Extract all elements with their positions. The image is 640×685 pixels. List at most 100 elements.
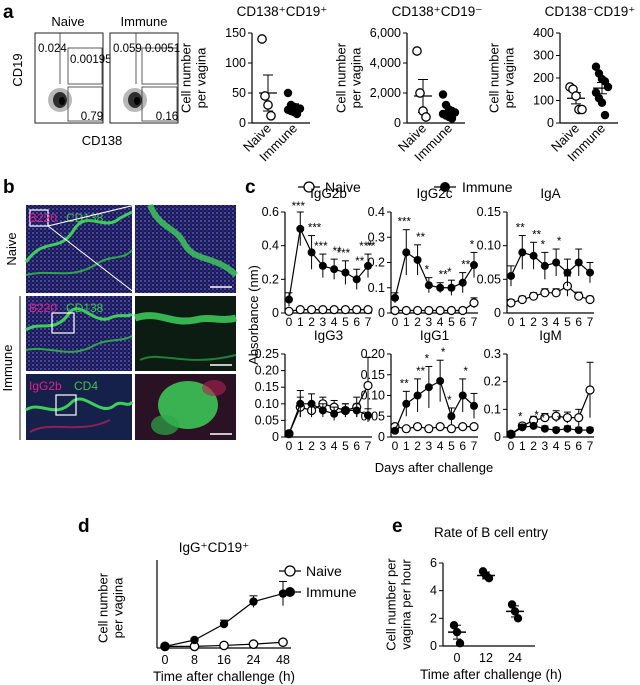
naive-data-point — [585, 294, 595, 305]
immune-data-point — [458, 391, 467, 400]
y-tick-label: 0.20 — [255, 364, 279, 378]
naive-data-point — [551, 411, 561, 421]
significance-mark: * — [470, 239, 475, 251]
x-tick-label: 2 — [530, 315, 537, 329]
y-tick-label: 0.15 — [361, 368, 385, 382]
immune-data-point — [318, 261, 327, 270]
x-tick-label: 3 — [320, 439, 327, 453]
immune-data-point — [574, 426, 583, 435]
y-tick-label: 100 — [533, 94, 554, 108]
tissue-edge — [29, 419, 111, 433]
naive-data-point — [435, 305, 445, 316]
naive-data-point — [412, 422, 423, 432]
naive-data-point — [574, 413, 584, 423]
x-tick-label: 7 — [365, 439, 372, 453]
y-tick-label: 0.25 — [255, 347, 279, 361]
line-chart-iggpos-cd19pos: IgG⁺CD19⁺ Cell number per vagina 0 8 16 24 48 Ti… — [96, 540, 296, 684]
naive-data-point — [446, 424, 457, 434]
x-tick-label: 5 — [448, 439, 455, 453]
immune-data-point — [470, 401, 478, 410]
immune-data-point — [352, 406, 361, 415]
immune-data-point — [160, 642, 170, 651]
data-point — [447, 114, 457, 123]
immune-data-point — [552, 426, 561, 435]
immune-data-point — [330, 265, 339, 274]
legend-label-immune: Immune — [306, 584, 357, 600]
naive-data-point — [363, 305, 373, 315]
data-point — [600, 110, 610, 120]
tissue-edge — [133, 312, 237, 325]
y-tick-label: 0.1 — [368, 281, 385, 295]
x-tick-label: 48 — [276, 653, 290, 667]
y-tick-label: 0 — [378, 306, 385, 320]
naive-data-point — [248, 639, 259, 650]
panel-label-d: d — [78, 516, 90, 537]
chart-title: IgG3 — [314, 328, 343, 343]
data-point — [484, 574, 494, 583]
y-tick-label: 0 — [430, 639, 437, 653]
zoom-connector — [47, 225, 136, 294]
stain-label: CD138 — [66, 301, 104, 315]
y-axis-label: vagina per hour — [399, 559, 414, 650]
immune-data-point — [330, 409, 339, 418]
significance-mark: ** — [367, 241, 376, 253]
naive-data-point — [528, 291, 539, 301]
cell-cluster — [151, 415, 179, 435]
x-tick-label: 6 — [459, 315, 466, 329]
chart-title: CD138⁺CD19⁻ — [392, 4, 483, 19]
legend-marker-naive — [303, 181, 315, 193]
microscopy-group-immune: Immune — [0, 345, 15, 392]
immune-data-point — [436, 283, 445, 292]
x-tick-label: 6 — [459, 439, 466, 453]
x-tick-label: 5 — [342, 315, 349, 329]
data-point — [260, 91, 270, 101]
x-tick-label: 5 — [564, 439, 571, 453]
immune-data-point — [296, 224, 305, 233]
stain-label: B220 — [29, 301, 57, 315]
x-tick-label: 7 — [471, 439, 478, 453]
y-tick-label: 0.15 — [477, 205, 501, 219]
x-axis-label: Time after challenge (h) — [420, 667, 562, 682]
y-axis-label: Cell number — [179, 42, 194, 113]
significance-mark: ** — [416, 232, 425, 244]
y-tick-label: 0.3 — [368, 230, 385, 244]
y-axis-label: per vagina — [194, 47, 209, 108]
y-tick-label: 400 — [533, 26, 554, 40]
x-tick-label: 2 — [530, 439, 537, 453]
immune-data-point — [529, 251, 538, 260]
x-tick-label: 8 — [191, 653, 198, 667]
x-tick-label: 1 — [403, 315, 410, 329]
y-axis-label: Cell number per — [384, 558, 399, 651]
data-point — [597, 98, 607, 107]
x-tick-label: 0 — [286, 439, 293, 453]
y-tick-label: 0.05 — [255, 413, 279, 427]
dot-plot-cd138pos-cd19neg: CD138⁺CD19⁻ Cell number per vagina 0 2,000 4,… — [334, 4, 483, 164]
chart-title: IgG2c — [416, 186, 452, 201]
flow-gate-value: 0.00195 — [70, 54, 112, 66]
chart-title: CD138⁻CD19⁺ — [545, 4, 636, 19]
y-tick-label: 2,000 — [370, 86, 401, 100]
significance-mark: ** — [400, 378, 409, 390]
x-tick-label: 5 — [448, 315, 455, 329]
immune-data-point — [307, 248, 316, 257]
flow-gate-value: 0.024 — [38, 43, 67, 55]
immune-data-point — [341, 406, 350, 415]
significance-mark: ** — [333, 246, 342, 258]
naive-data-point — [506, 298, 516, 308]
x-tick-label: 4 — [553, 315, 560, 329]
x-tick-label: 6 — [353, 315, 360, 329]
naive-data-point — [363, 380, 373, 391]
immune-data-point — [563, 424, 572, 433]
immune-data-point — [364, 261, 372, 270]
naive-data-point — [329, 305, 339, 315]
y-tick-label: 0 — [547, 116, 554, 130]
immune-data-point — [518, 248, 527, 257]
naive-data-point — [562, 413, 573, 423]
naive-data-point — [401, 305, 411, 316]
data-point — [283, 88, 293, 98]
data-point — [449, 621, 459, 630]
x-tick-label: 7 — [587, 315, 594, 329]
